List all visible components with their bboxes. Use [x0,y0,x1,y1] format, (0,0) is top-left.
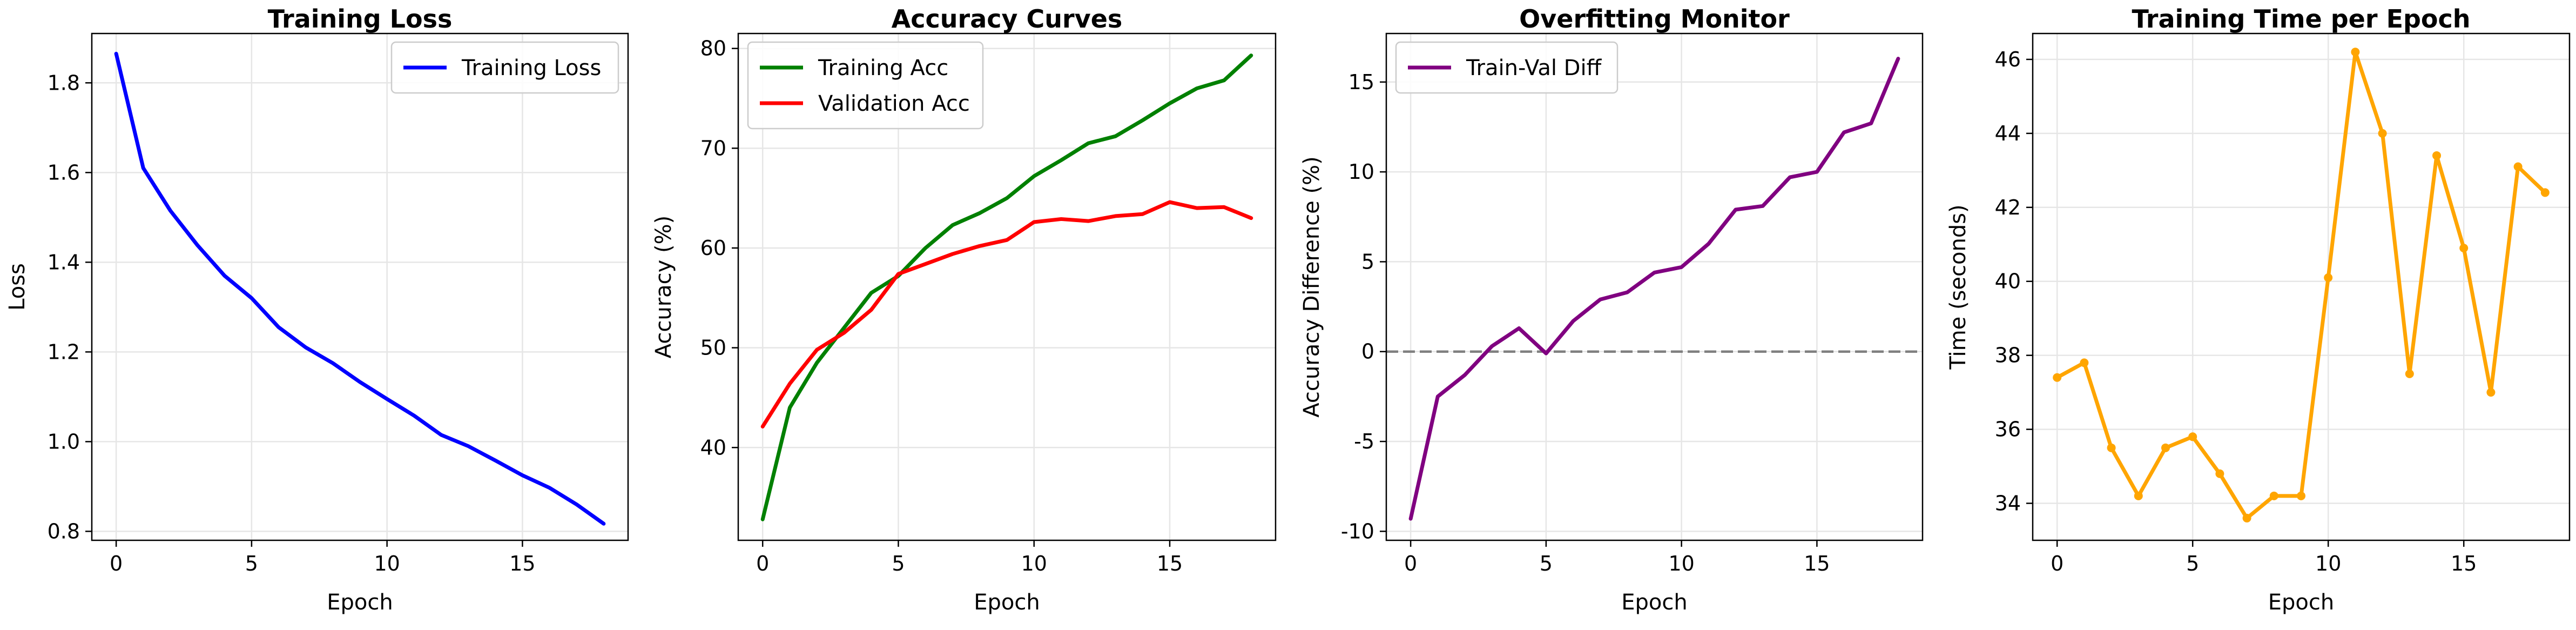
y-tick-label: 50 [700,336,726,360]
chart-panel-2: 0 5 10 15 40 50 60 70 80 Accuracy Curves Epoch Accu… [651,4,1277,615]
y-tick-label: 34 [1995,492,2021,515]
series-line-1 [1408,57,1900,521]
data-point [2297,491,2305,500]
y-tick-label: 42 [1995,196,2021,219]
y-axis-label: Time (seconds) [1946,204,1971,370]
legend-label: Validation Acc [818,91,970,116]
x-tick-label: 10 [374,552,400,575]
y-tick-label: 1.4 [48,250,80,274]
y-tick-label: 40 [700,435,726,459]
y-tick-label: 1.0 [48,430,80,453]
x-tick-label: 0 [2051,552,2064,575]
x-tick-label: 15 [1804,552,1830,575]
y-tick-label: -5 [1354,430,1374,453]
data-point [2134,491,2143,500]
data-point [2324,273,2333,282]
legend-label: Train-Val Diff [1466,56,1602,81]
y-axis-label: Accuracy (%) [651,216,676,359]
x-tick-label: 15 [2451,552,2477,575]
plot-frame [91,32,629,541]
data-point [2269,491,2278,500]
data-point [2215,469,2224,478]
chart-title: Training Loss [268,4,453,33]
series-line-2 [760,200,1253,429]
x-axis-label: Epoch [2268,590,2334,615]
data-point [2080,358,2089,367]
series-line-1 [114,51,606,526]
series-line-1 [760,53,1253,521]
data-point [2405,369,2414,378]
y-tick-label: 1.2 [48,340,80,364]
data-point [2459,244,2469,253]
x-tick-label: 5 [1540,552,1553,575]
chart-panel-1: 0 5 10 15 0.8 1.0 1.2 1.4 1.6 1.8 Training Loss Epo… [5,4,629,615]
legend: Train-Val Diff [1395,41,1619,94]
data-point [2053,373,2062,382]
series-line-1 [2055,50,2547,520]
chart-title: Accuracy Curves [892,4,1123,33]
legend: Training Acc Validation Acc [747,41,984,130]
y-tick-label: 80 [700,37,726,61]
x-axis-label: Epoch [1621,590,1687,615]
x-tick-label: 5 [2186,552,2199,575]
y-axis-label: Loss [5,263,30,311]
x-tick-label: 5 [892,552,905,575]
x-axis-label: Epoch [327,590,393,615]
data-point [2351,48,2360,57]
chart-title: Training Time per Epoch [2132,4,2470,33]
y-axis-label: Accuracy Difference (%) [1299,156,1324,417]
y-tick-label: 44 [1995,122,2021,145]
x-tick-label: 0 [756,552,769,575]
data-point [2540,188,2550,197]
x-tick-label: 10 [1668,552,1694,575]
x-tick-label: 5 [245,552,258,575]
x-tick-label: 15 [1157,552,1183,575]
x-tick-label: 10 [2315,552,2341,575]
y-tick-label: 60 [700,236,726,260]
legend-box [390,41,619,94]
data-point [2242,513,2251,522]
y-tick-label: 0.8 [48,519,80,543]
x-tick-label: 0 [110,552,123,575]
data-point [2513,162,2523,171]
y-tick-label: 0 [1361,340,1374,364]
legend-label: Training Loss [461,56,601,81]
legend-label: Training Acc [818,56,948,81]
plot-frame [2032,32,2571,541]
data-point [2161,443,2170,452]
x-tick-label: 0 [1404,552,1417,575]
y-tick-label: 36 [1995,418,2021,441]
chart-title: Overfitting Monitor [1519,4,1790,33]
data-point [2107,443,2116,452]
chart-panel-4: 0 5 10 15 34 36 38 40 42 44 46 Training Time per Ep… [1946,4,2571,615]
y-tick-label: 10 [1348,160,1374,184]
chart-panel-3: 0 5 10 15 -10 -5 0 5 10 15 Overfitting Monitor Epoc… [1299,4,1924,615]
y-tick-label: 70 [700,136,726,160]
y-tick-label: -10 [1341,519,1374,543]
legend-box [747,41,984,130]
x-tick-label: 15 [509,552,535,575]
data-point [2378,129,2387,138]
y-tick-label: 1.6 [48,160,80,184]
x-axis-label: Epoch [974,590,1040,615]
x-tick-label: 10 [1021,552,1047,575]
plot-frame [1385,32,1924,541]
plot-frame [737,32,1277,541]
y-tick-label: 5 [1361,250,1374,273]
y-tick-label: 40 [1995,270,2021,293]
data-point [2432,151,2442,160]
y-tick-label: 1.8 [48,71,80,95]
y-tick-label: 15 [1348,70,1374,94]
y-tick-label: 38 [1995,344,2021,367]
y-tick-label: 46 [1995,48,2021,71]
legend: Training Loss [390,41,619,94]
data-point [2486,388,2496,397]
data-point [2188,432,2197,441]
legend-box [1395,41,1619,94]
